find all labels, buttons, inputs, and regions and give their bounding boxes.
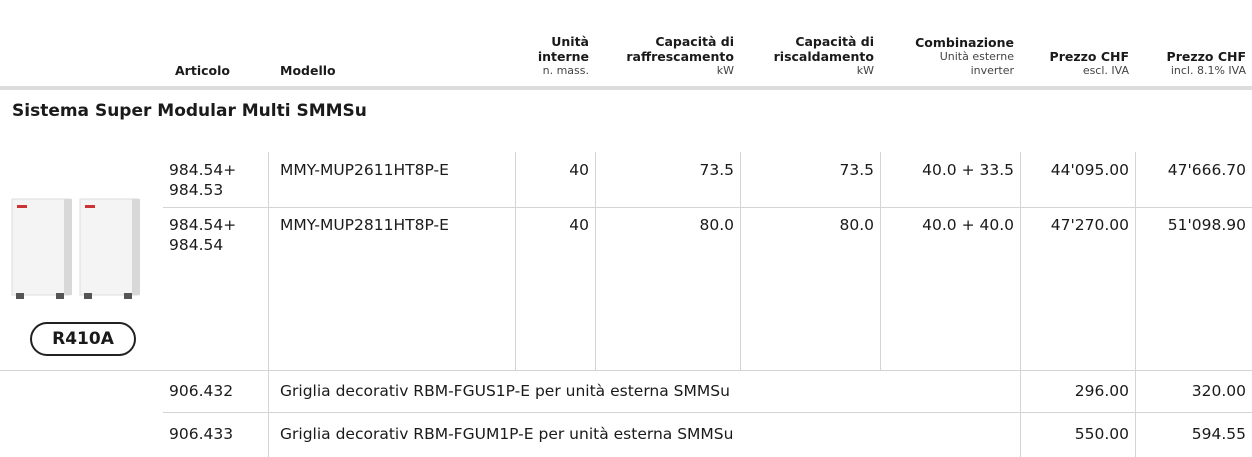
price-incl: 47'666.70 bbox=[1135, 160, 1252, 180]
rule bbox=[1020, 152, 1021, 370]
description: Griglia decorativ RBM-FGUS1P-E per unità… bbox=[268, 370, 736, 412]
rule bbox=[0, 370, 1252, 371]
rule bbox=[595, 152, 596, 370]
price-excl: 47'270.00 bbox=[1020, 215, 1135, 235]
rule bbox=[880, 152, 881, 370]
header-subtitle: inverter bbox=[971, 64, 1014, 78]
header-label: Capacità di bbox=[655, 34, 734, 49]
price-incl: 594.55 bbox=[1135, 412, 1252, 457]
price-incl: 320.00 bbox=[1135, 370, 1252, 412]
header-label: Capacità di bbox=[795, 34, 874, 49]
article: 984.54 bbox=[163, 235, 229, 255]
header-subtitle: kW bbox=[717, 64, 734, 78]
header-rule bbox=[0, 86, 1252, 90]
article: 984.54+ bbox=[163, 160, 242, 180]
header-label: Prezzo CHF bbox=[1167, 49, 1246, 64]
rule bbox=[740, 152, 741, 370]
product-image bbox=[8, 195, 148, 305]
article: 984.53 bbox=[163, 180, 229, 200]
description: Griglia decorativ RBM-FGUM1P-E per unità… bbox=[268, 412, 739, 457]
rule bbox=[1020, 370, 1021, 457]
indoor-units: 40 bbox=[515, 215, 595, 235]
rule bbox=[268, 152, 269, 370]
column-header: Modello bbox=[268, 63, 515, 78]
heating-kw: 73.5 bbox=[740, 160, 880, 180]
rule bbox=[163, 412, 1252, 413]
price-excl: 296.00 bbox=[1020, 370, 1135, 412]
article: 984.54+ bbox=[163, 215, 242, 235]
price-incl: 51'098.90 bbox=[1135, 215, 1252, 235]
model: MMY-MUP2611HT8P-E bbox=[268, 160, 515, 180]
header-subtitle: n. mass. bbox=[543, 64, 589, 78]
price-excl: 44'095.00 bbox=[1020, 160, 1135, 180]
rule bbox=[1135, 370, 1136, 457]
page: Sistema Super Modular Multi SMMSu R410A … bbox=[0, 0, 1252, 457]
section-title: Sistema Super Modular Multi SMMSu bbox=[12, 101, 367, 121]
header-subtitle: kW bbox=[857, 64, 874, 78]
rule bbox=[515, 152, 516, 370]
column-header: Articolo bbox=[163, 63, 268, 78]
header-subtitle: incl. 8.1% IVA bbox=[1171, 64, 1246, 78]
header-label: interne bbox=[538, 49, 589, 64]
header-label: Combinazione bbox=[915, 35, 1014, 50]
header-label: riscaldamento bbox=[774, 49, 874, 64]
refrigerant-badge: R410A bbox=[30, 322, 136, 356]
cooling-kw: 73.5 bbox=[595, 160, 740, 180]
header-label: Articolo bbox=[175, 63, 230, 78]
header-label: raffrescamento bbox=[626, 49, 734, 64]
article: 906.432 bbox=[163, 370, 239, 412]
combination: 40.0 + 33.5 bbox=[880, 160, 1020, 180]
header-subtitle: Unità esterne bbox=[940, 50, 1014, 64]
header-label: Prezzo CHF bbox=[1050, 49, 1129, 64]
model: MMY-MUP2811HT8P-E bbox=[268, 215, 515, 235]
combination: 40.0 + 40.0 bbox=[880, 215, 1020, 235]
price-excl: 550.00 bbox=[1020, 412, 1135, 457]
rule bbox=[1135, 152, 1136, 370]
heating-kw: 80.0 bbox=[740, 215, 880, 235]
cooling-kw: 80.0 bbox=[595, 215, 740, 235]
indoor-units: 40 bbox=[515, 160, 595, 180]
header-label: Unità bbox=[551, 34, 589, 49]
rule bbox=[163, 207, 1252, 208]
header-subtitle: escl. IVA bbox=[1083, 64, 1129, 78]
header-label: Modello bbox=[280, 63, 336, 78]
article: 906.433 bbox=[163, 412, 239, 457]
rule bbox=[268, 370, 269, 457]
